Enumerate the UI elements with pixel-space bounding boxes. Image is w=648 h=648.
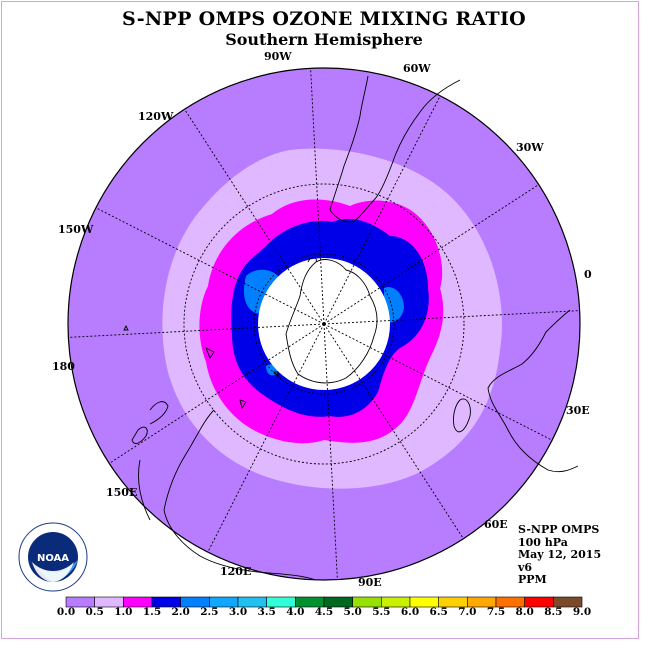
lon-label-60e: 60E xyxy=(484,518,508,531)
colorbar-tick-label: 3.0 xyxy=(228,606,248,618)
islands-coastline xyxy=(123,324,279,410)
lat-circle-middle xyxy=(183,183,465,465)
lon-label-120e: 120E xyxy=(220,565,252,578)
lon-label-180: 180 xyxy=(52,360,75,373)
info-date: May 12, 2015 xyxy=(518,548,602,562)
colorbar-swatch xyxy=(553,596,583,608)
meridian-line xyxy=(323,310,580,325)
info-version: v6 xyxy=(518,560,533,574)
colorbar-tick-label: 8.5 xyxy=(544,606,563,618)
colorbar-tick-label: 6.0 xyxy=(400,606,420,618)
colorbar xyxy=(65,596,583,608)
figure-frame xyxy=(1,1,639,639)
colorbar-tick-label: 6.5 xyxy=(429,606,448,618)
south-america-coastline xyxy=(329,75,461,223)
lon-label-90e: 90E xyxy=(358,576,382,589)
colorbar-tick-label: 5.5 xyxy=(372,606,391,618)
meridian-line xyxy=(323,184,539,325)
meridian-line xyxy=(323,323,464,539)
new-zealand-coastline xyxy=(131,401,169,444)
meridian-line xyxy=(68,323,325,338)
madagascar-coastline xyxy=(453,398,471,433)
lon-label-0: 0 xyxy=(584,268,592,281)
lon-label-150e: 150E xyxy=(106,486,138,499)
colorbar-tick-label: 3.5 xyxy=(257,606,276,618)
colorbar-tick-label: 0.5 xyxy=(85,606,104,618)
colorbar-tick-label: 4.5 xyxy=(314,606,334,618)
meridian-line xyxy=(323,323,553,441)
colorbar-tick-label: 4.0 xyxy=(286,606,305,618)
meridian-line xyxy=(95,207,325,325)
lon-label-30w: 30W xyxy=(516,141,544,154)
info-level: 100 hPa xyxy=(518,535,568,549)
colorbar-tick-label: 8.0 xyxy=(515,606,534,618)
colorbar-tick-label: 5.0 xyxy=(343,606,362,618)
data-info-block: S-NPP OMPS 100 hPa May 12, 2015 v6 PPM xyxy=(518,523,602,587)
lon-label-150w: 150W xyxy=(58,223,94,236)
page-subtitle: Southern Hemisphere xyxy=(225,30,423,49)
noaa-logo-icon: NOAA xyxy=(18,522,88,592)
info-instrument: S-NPP OMPS xyxy=(518,523,600,536)
meridian-line xyxy=(323,95,441,325)
colorbar-tick-label: 9.0 xyxy=(572,606,592,618)
lon-label-30e: 30E xyxy=(566,404,590,417)
logo-text: NOAA xyxy=(37,553,69,564)
colorbar-tick-label: 1.0 xyxy=(114,606,133,618)
colorbar-tick-label: 2.0 xyxy=(171,606,190,618)
meridian-line xyxy=(207,323,325,553)
meridian-line xyxy=(109,323,325,464)
pole-marker xyxy=(322,322,326,326)
page-title: S-NPP OMPS OZONE MIXING RATIO xyxy=(121,8,527,30)
info-units: PPM xyxy=(518,573,547,587)
africa-coastline xyxy=(487,309,579,473)
colorbar-tick-label: 7.5 xyxy=(486,606,506,618)
colorbar-labels: 0.0 0.5 1.0 1.5 2.0 2.5 3.0 3.5 4.0 4.5 5.0 5.5 6.0 6… xyxy=(0,606,648,620)
lon-label-120w: 120W xyxy=(138,110,174,123)
colorbar-tick-label: 0.0 xyxy=(56,606,76,618)
lon-label-60w: 60W xyxy=(403,62,431,75)
meridian-line xyxy=(184,109,325,325)
colorbar-tick-label: 7.0 xyxy=(458,606,477,618)
lat-circle-inner xyxy=(253,253,395,395)
lon-label-90w: 90W xyxy=(264,50,292,63)
meridian-line xyxy=(323,323,338,580)
map-boundary xyxy=(67,67,581,581)
meridian-line xyxy=(310,68,325,325)
colorbar-tick-label: 2.5 xyxy=(200,606,219,618)
antarctica-coastline xyxy=(285,256,378,384)
colorbar-tick-label: 1.5 xyxy=(142,606,162,618)
